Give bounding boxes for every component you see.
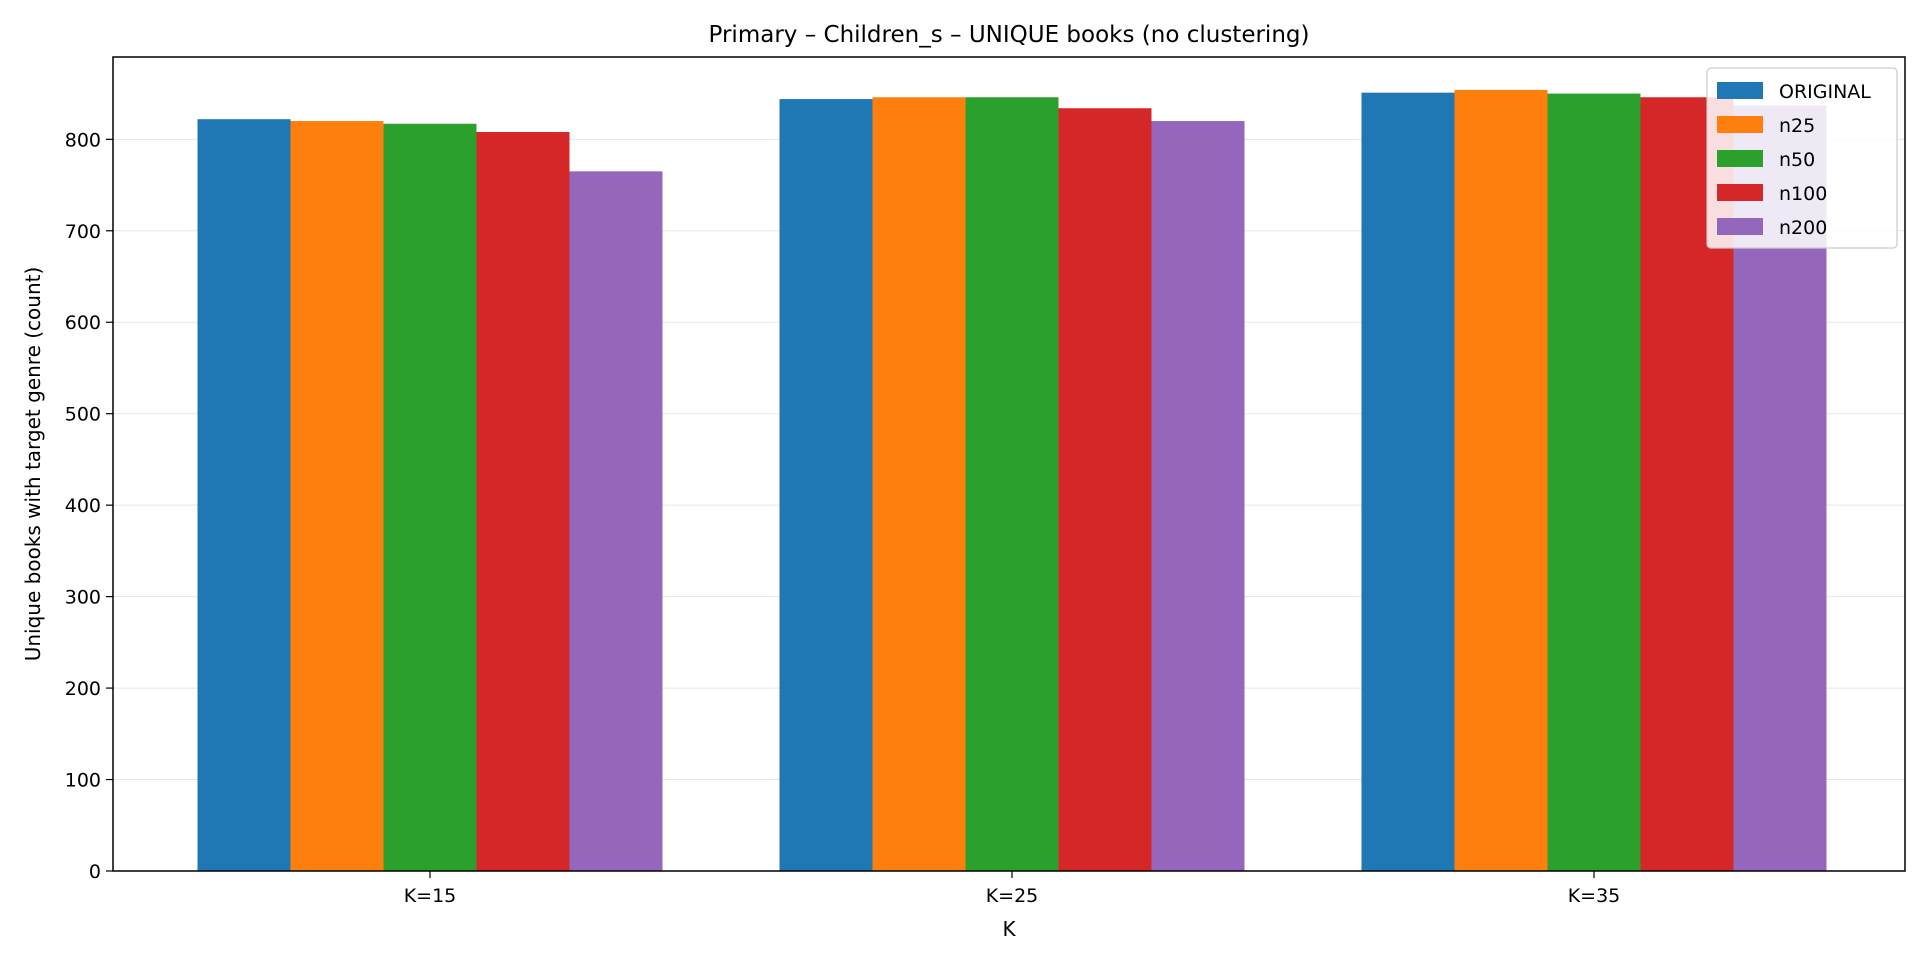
x-tick-label: K=25 bbox=[986, 885, 1039, 907]
legend-swatch-n25 bbox=[1717, 116, 1763, 133]
bar-n50-k15 bbox=[383, 123, 477, 871]
legend-box bbox=[1706, 67, 1898, 249]
bar-n25-k35 bbox=[1454, 89, 1548, 871]
bar-original-k35 bbox=[1361, 92, 1455, 871]
legend-label-n25: n25 bbox=[1779, 115, 1815, 137]
bars bbox=[197, 89, 1827, 872]
bar-n25-k15 bbox=[290, 121, 384, 872]
legend-label-original: ORIGINAL bbox=[1779, 81, 1871, 103]
bar-n200-k25 bbox=[1151, 121, 1245, 872]
y-tick-label: 700 bbox=[65, 221, 101, 243]
x-tick-label: K=15 bbox=[404, 885, 457, 907]
y-tick-label: 400 bbox=[65, 495, 101, 517]
chart-title: Primary – Children_s – UNIQUE books (no … bbox=[709, 22, 1310, 48]
bar-n100-k25 bbox=[1058, 108, 1152, 872]
legend-swatch-original bbox=[1717, 82, 1763, 99]
x-axis-ticks: K=15 K=25 K=35 bbox=[404, 871, 1621, 907]
y-tick-label: 0 bbox=[89, 861, 101, 883]
legend-label-n200: n200 bbox=[1779, 217, 1827, 239]
legend-label-n50: n50 bbox=[1779, 149, 1815, 171]
legend-swatch-n200 bbox=[1717, 218, 1763, 235]
y-tick-label: 200 bbox=[65, 678, 101, 700]
y-tick-label: 100 bbox=[65, 770, 101, 792]
y-axis-ticks: 0 100 200 300 400 500 600 700 800 bbox=[65, 129, 113, 883]
bar-n50-k35 bbox=[1547, 93, 1641, 871]
bar-original-k15 bbox=[197, 119, 291, 872]
bar-n100-k15 bbox=[476, 131, 570, 872]
y-tick-label: 500 bbox=[65, 404, 101, 426]
bar-original-k25 bbox=[779, 99, 873, 872]
x-tick-label: K=35 bbox=[1568, 885, 1621, 907]
y-axis-label: Unique books with target genre (count) bbox=[21, 267, 45, 662]
bar-n25-k25 bbox=[872, 97, 966, 872]
y-tick-label: 300 bbox=[65, 587, 101, 609]
bar-n200-k15 bbox=[569, 171, 663, 872]
legend-swatch-n100 bbox=[1717, 184, 1763, 201]
legend-label-n100: n100 bbox=[1779, 183, 1827, 205]
y-tick-label: 600 bbox=[65, 312, 101, 334]
legend: ORIGINAL n25 n50 n100 n200 bbox=[1706, 67, 1898, 249]
plot-frame bbox=[112, 56, 1906, 872]
x-axis-label: K bbox=[1002, 917, 1016, 941]
y-tick-label: 800 bbox=[65, 129, 101, 151]
legend-swatch-n50 bbox=[1717, 150, 1763, 167]
bar-n50-k25 bbox=[965, 97, 1059, 872]
